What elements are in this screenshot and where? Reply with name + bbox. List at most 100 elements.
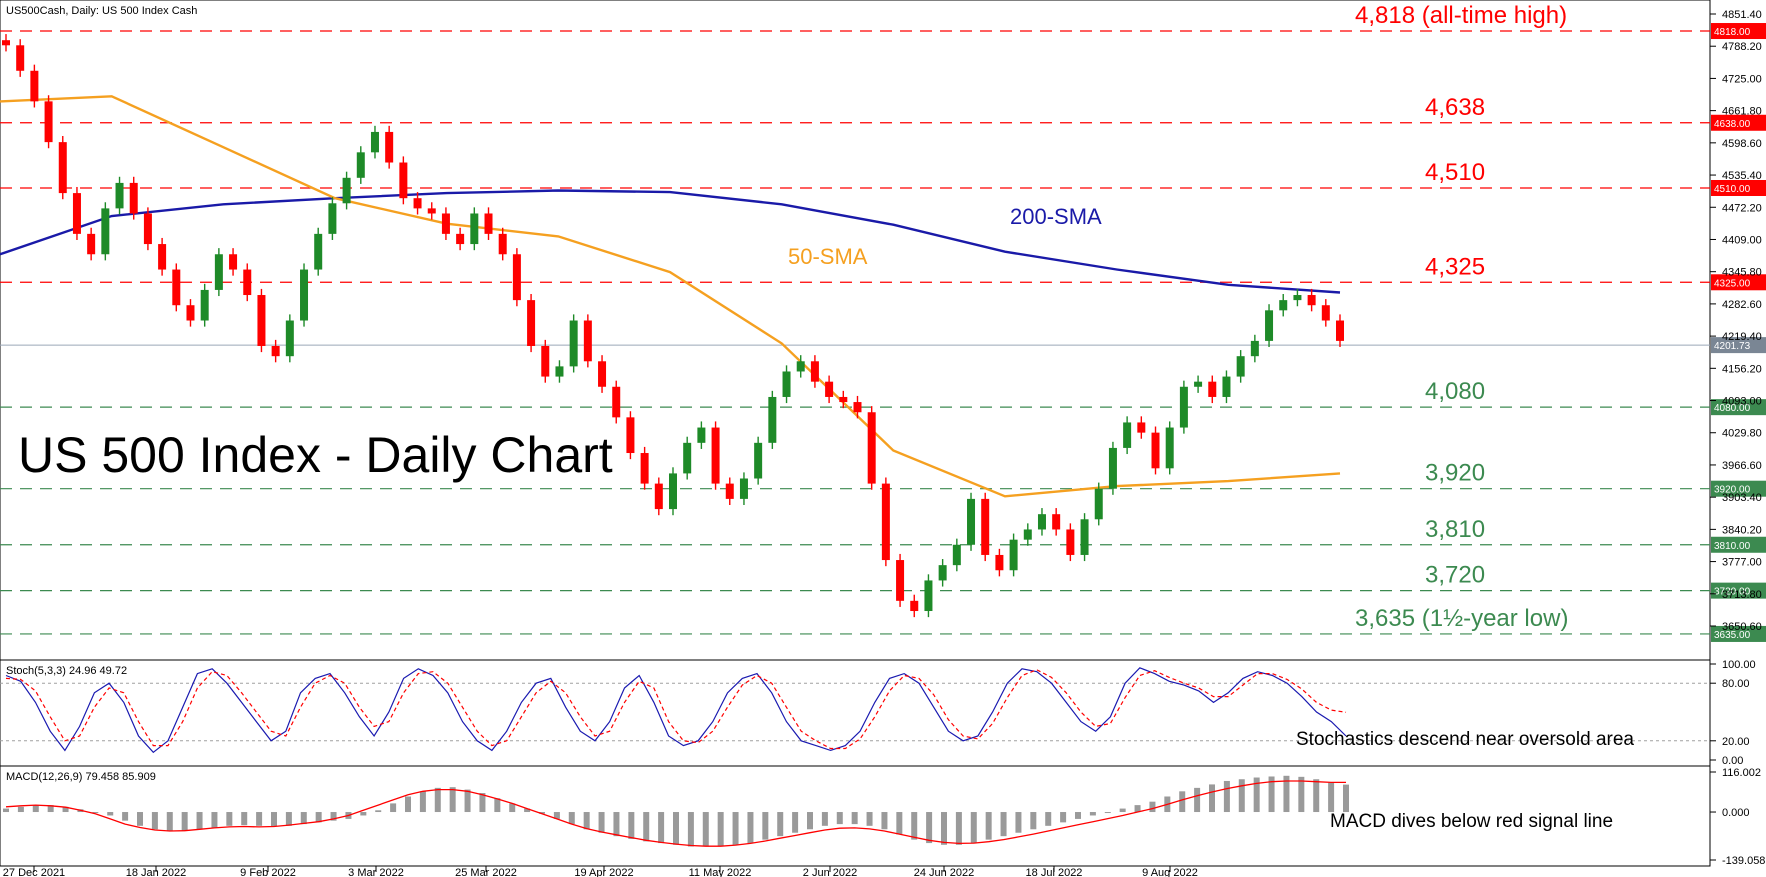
resistance-level-label: 4,818 (all-time high) <box>1355 2 1567 29</box>
macd-bar <box>911 812 918 840</box>
macd-bar <box>851 812 858 825</box>
candle-body <box>1265 310 1274 341</box>
macd-bar <box>1000 812 1007 837</box>
macd-bar <box>643 812 650 842</box>
macd-bar <box>821 812 828 826</box>
stoch-annotation: Stochastics descend near oversold area <box>1296 729 1634 750</box>
macd-bar <box>613 812 620 837</box>
y-tick-label: 3903.40 <box>1722 492 1762 504</box>
sma-line <box>0 189 1341 294</box>
macd-bar <box>539 812 545 814</box>
macd-panel: 116.002 0.000 -139.058 <box>3 767 1765 867</box>
macd-bar <box>1179 791 1186 813</box>
candle-body <box>229 254 238 270</box>
candle-body <box>669 473 677 510</box>
candle-body <box>115 182 124 209</box>
candle-body <box>72 193 81 234</box>
macd-bar <box>449 787 456 813</box>
macd-bar <box>792 812 799 833</box>
y-tick-label: 4282.60 <box>1722 299 1762 311</box>
candle-body <box>101 208 110 255</box>
candle-body <box>186 305 195 321</box>
y-tick-label: 3713.80 <box>1722 589 1762 601</box>
resistance-level-label: 4,638 <box>1425 94 1485 121</box>
macd-bar <box>1194 787 1201 813</box>
candle-body <box>1052 514 1061 530</box>
candle-body <box>441 213 450 234</box>
y-tick-label: 4093.00 <box>1722 396 1762 408</box>
candle-body <box>271 345 280 357</box>
candle-body <box>825 381 834 397</box>
candle-body <box>967 498 976 545</box>
x-tick-label: 27 Dec 2021 <box>3 867 65 877</box>
candle-body <box>839 396 848 403</box>
support-level-tag: 3920.00 <box>1714 485 1751 496</box>
macd-bar <box>658 812 665 844</box>
candle-body <box>640 453 649 484</box>
resistance-level-tag-bg <box>1711 23 1766 40</box>
candle-body <box>626 417 635 454</box>
candle-body <box>583 320 592 362</box>
y-tick-label: 4661.80 <box>1722 106 1762 118</box>
macd-bar <box>836 812 843 825</box>
macd-bar <box>1238 779 1245 813</box>
x-tick-label: 24 Jun 2022 <box>914 867 975 877</box>
candle-body <box>1321 305 1330 321</box>
candle-body <box>498 233 507 255</box>
macd-bar <box>509 803 516 813</box>
candle-body <box>1179 386 1188 428</box>
macd-bar <box>375 810 382 813</box>
resistance-level-label: 4,325 <box>1425 253 1485 280</box>
candle-body <box>87 233 96 255</box>
macd-bar <box>479 793 486 813</box>
macd-bar <box>702 812 709 847</box>
candle-body <box>810 361 819 382</box>
candle-body <box>527 300 536 346</box>
macd-bar <box>717 812 724 846</box>
candle-body <box>782 371 791 397</box>
macd-bar <box>1313 779 1320 813</box>
macd-bar <box>1075 812 1081 819</box>
resistance-level-tag-bg <box>1711 114 1766 131</box>
x-tick-label: 2 Jun 2022 <box>803 867 857 877</box>
y-tick-label: 4472.20 <box>1722 202 1762 214</box>
candle-body <box>981 498 990 555</box>
macd-bar <box>568 812 575 825</box>
candle-body <box>1165 427 1174 469</box>
macd-bar <box>137 812 143 826</box>
candle-body <box>853 402 862 413</box>
macd-bar <box>330 812 337 821</box>
macd-bar <box>1298 776 1305 813</box>
candle-body <box>285 320 294 357</box>
macd-bar <box>360 812 367 816</box>
support-level-label: 3,920 <box>1425 460 1485 487</box>
candle-body <box>427 208 436 214</box>
candle-body <box>569 320 578 367</box>
macd-annotation: MACD dives below red signal line <box>1330 811 1613 832</box>
support-level-tag-bg <box>1711 582 1766 599</box>
macd-bar <box>926 812 933 844</box>
support-level-tag-bg <box>1711 536 1766 553</box>
x-tick-label: 25 Mar 2022 <box>455 867 517 877</box>
candle-body <box>214 254 223 290</box>
resistance-level-tag: 4510.00 <box>1714 184 1751 195</box>
macd-bar <box>1253 777 1260 813</box>
x-tick-label: 18 Jul 2022 <box>1026 867 1083 877</box>
candlesticks <box>2 34 1344 618</box>
candle-body <box>58 142 67 194</box>
y-tick-label: 4409.00 <box>1722 234 1762 246</box>
date-axis: 27 Dec 2021 18 Jan 2022 9 Feb 2022 3 Mar 20… <box>3 866 1198 877</box>
candle-body <box>1009 539 1018 571</box>
y-tick-label: 4029.80 <box>1722 428 1762 440</box>
x-tick-label: 11 May 2022 <box>689 867 752 877</box>
macd-bar <box>47 805 54 813</box>
candle-body <box>1123 422 1132 448</box>
current-price-tag: 4201.73 <box>1714 341 1751 352</box>
macd-bar <box>583 812 590 830</box>
candle-body <box>612 386 621 418</box>
y-tick-label: 3777.00 <box>1722 557 1762 569</box>
macd-bar <box>62 806 69 813</box>
macd-bar <box>241 812 248 826</box>
macd-bar <box>1209 784 1215 813</box>
candle-body <box>683 442 692 474</box>
